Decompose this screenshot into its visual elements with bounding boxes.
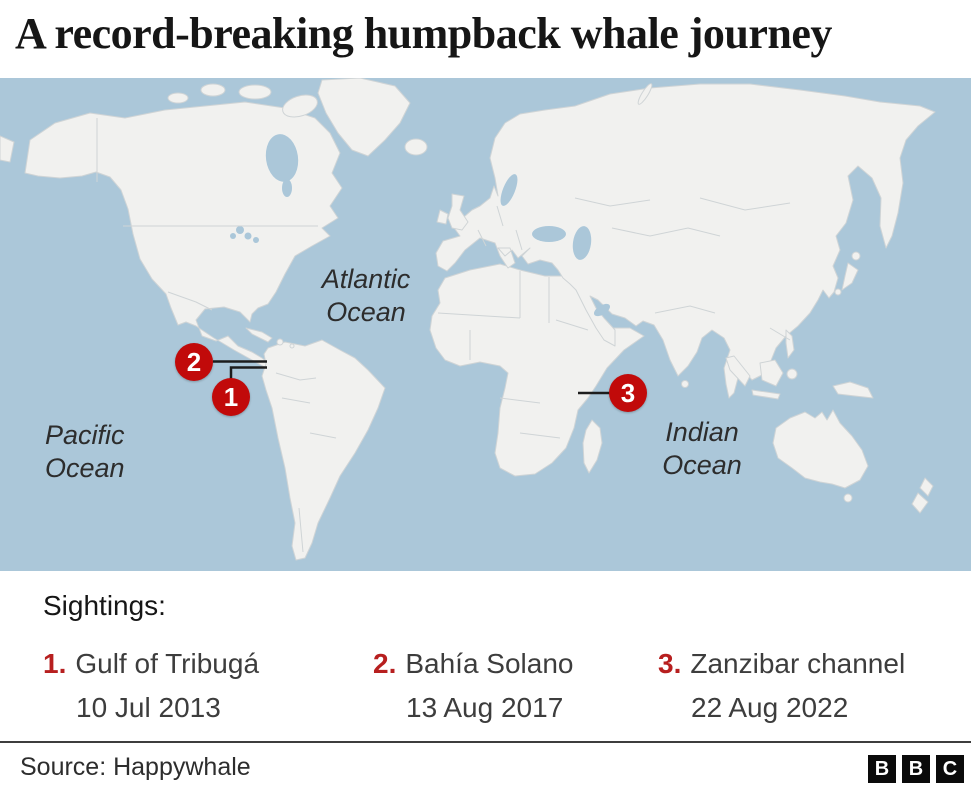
- arctic-island: [282, 94, 318, 118]
- baltic-sea: [500, 174, 518, 206]
- legend-item-name: Bahía Solano: [405, 648, 574, 679]
- world-map: Atlantic Ocean Pacific Ocean Indian Ocea…: [0, 78, 971, 571]
- persian-gulf: [594, 303, 610, 317]
- legend-item-number: 3.: [658, 648, 682, 679]
- ireland: [436, 209, 449, 225]
- hudson-bay: [265, 134, 299, 182]
- philippines: [785, 329, 795, 359]
- legend-item-name: Gulf of Tribugá: [75, 648, 260, 679]
- sri-lanka: [681, 380, 689, 388]
- great-britain: [447, 193, 469, 231]
- ocean-label-indian: Indian Ocean: [662, 417, 742, 480]
- leader-line-marker-1: [229, 366, 267, 381]
- legend-item-date: 22 Aug 2022: [691, 692, 849, 723]
- japan: [841, 262, 859, 291]
- bbc-logo-block: B: [902, 755, 930, 783]
- great-lake: [253, 237, 259, 243]
- legend-item-2: 2. Bahía Solano 13 Aug 2017: [373, 642, 574, 730]
- bbc-logo: B B C: [868, 755, 964, 783]
- caspian-sea: [572, 226, 592, 260]
- map-marker-2: 2: [175, 343, 213, 381]
- footer-divider: [0, 741, 971, 743]
- greenland: [317, 78, 411, 157]
- iceland: [404, 138, 428, 156]
- java: [751, 389, 781, 400]
- great-lake: [230, 233, 236, 239]
- legend-item-3: 3. Zanzibar channel 22 Aug 2022: [658, 642, 905, 730]
- sumatra: [725, 355, 751, 387]
- legend-item-date: 13 Aug 2017: [406, 692, 564, 723]
- arctic-island: [200, 83, 226, 97]
- madagascar: [582, 419, 603, 474]
- legend-item-line1: 2. Bahía Solano: [373, 642, 574, 686]
- kyushu: [834, 288, 842, 296]
- legend-heading: Sightings:: [43, 590, 166, 621]
- novaya-zemlya: [637, 83, 653, 105]
- legend-item-1: 1. Gulf of Tribugá 10 Jul 2013: [43, 642, 259, 730]
- chukotka-sliver: [0, 135, 15, 163]
- ocean-label-atlantic: Atlantic Ocean: [321, 264, 411, 327]
- bbc-logo-block: C: [936, 755, 964, 783]
- black-sea: [532, 226, 566, 242]
- legend-item-date: 10 Jul 2013: [76, 692, 221, 723]
- continent-north-america: [24, 101, 343, 372]
- hokkaido: [851, 251, 861, 261]
- borneo: [759, 359, 784, 387]
- arctic-island: [167, 92, 189, 104]
- legend-item-line1: 1. Gulf of Tribugá: [43, 642, 259, 686]
- arctic-island: [238, 84, 272, 100]
- tasmania: [843, 493, 853, 503]
- legend-item-name: Zanzibar channel: [690, 648, 906, 679]
- bbc-logo-block: B: [868, 755, 896, 783]
- caribbean-island: [289, 343, 295, 349]
- continent-south-america: [261, 339, 386, 561]
- sulawesi: [786, 368, 798, 380]
- legend-item-number: 2.: [373, 648, 397, 679]
- james-bay: [282, 179, 292, 197]
- legend-item-number: 1.: [43, 648, 67, 679]
- map-marker-1: 1: [212, 378, 250, 416]
- map-marker-3: 3: [609, 374, 647, 412]
- source-text: Source: Happywhale: [20, 753, 251, 781]
- world-map-svg: [0, 78, 971, 571]
- cuba: [245, 327, 273, 343]
- country-borders: [96, 118, 791, 553]
- great-lake: [236, 226, 244, 234]
- page-title: A record-breaking humpback whale journey: [15, 9, 832, 58]
- new-zealand-north: [919, 477, 934, 497]
- new-guinea: [832, 381, 874, 399]
- legend-item-line1: 3. Zanzibar channel: [658, 642, 905, 686]
- new-zealand-south: [911, 492, 929, 514]
- great-lake: [244, 232, 252, 240]
- australia: [772, 409, 869, 489]
- hispaniola: [276, 338, 284, 346]
- ocean-label-pacific: Pacific Ocean: [45, 420, 125, 483]
